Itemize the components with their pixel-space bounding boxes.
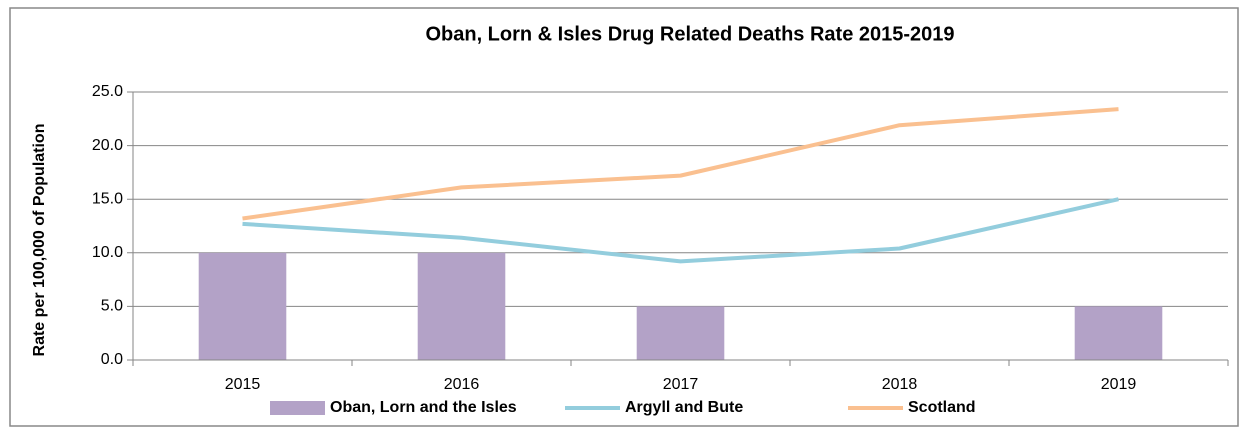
y-tick-label: 25.0 bbox=[92, 83, 123, 100]
x-tick-label: 2018 bbox=[882, 376, 918, 393]
y-tick-label: 15.0 bbox=[92, 190, 123, 207]
legend-label: Scotland bbox=[908, 399, 976, 416]
y-tick-label: 20.0 bbox=[92, 137, 123, 154]
bar bbox=[636, 306, 725, 360]
y-tick-label: 0.0 bbox=[101, 351, 123, 368]
x-tick-label: 2017 bbox=[663, 376, 699, 393]
bar bbox=[198, 252, 287, 360]
x-tick-label: 2015 bbox=[225, 376, 261, 393]
y-axis-label: Rate per 100,000 of Population bbox=[31, 124, 48, 357]
bar bbox=[417, 252, 506, 360]
x-tick-label: 2016 bbox=[444, 376, 480, 393]
legend-label: Oban, Lorn and the Isles bbox=[330, 399, 517, 416]
chart-title: Oban, Lorn & Isles Drug Related Deaths R… bbox=[425, 23, 954, 45]
line bbox=[242, 107, 1119, 221]
y-tick-label: 5.0 bbox=[101, 298, 123, 315]
x-tick-label: 2019 bbox=[1101, 376, 1137, 393]
y-tick-label: 10.0 bbox=[92, 244, 123, 261]
legend-label: Argyll and Bute bbox=[625, 399, 743, 416]
legend-swatch bbox=[270, 401, 325, 415]
chart-border bbox=[9, 7, 1239, 427]
bar bbox=[1074, 306, 1163, 360]
line bbox=[242, 197, 1119, 264]
